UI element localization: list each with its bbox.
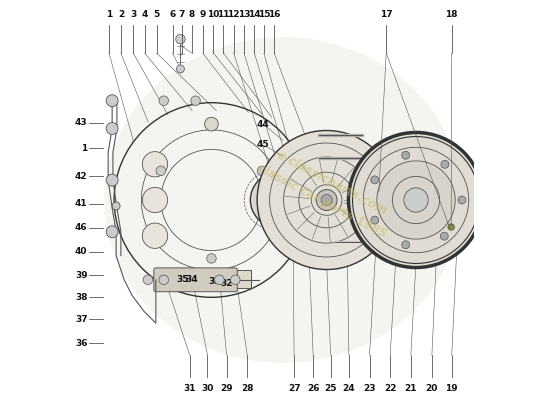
Circle shape bbox=[257, 130, 396, 270]
Circle shape bbox=[216, 275, 223, 283]
Text: 34: 34 bbox=[185, 275, 198, 284]
Text: 20: 20 bbox=[426, 384, 438, 392]
Text: 27: 27 bbox=[288, 384, 300, 392]
Text: 35: 35 bbox=[177, 275, 189, 284]
Circle shape bbox=[232, 275, 239, 283]
Text: 22: 22 bbox=[384, 384, 397, 392]
Circle shape bbox=[191, 96, 200, 106]
Circle shape bbox=[143, 275, 153, 284]
Text: 31: 31 bbox=[183, 384, 196, 392]
Text: 36: 36 bbox=[75, 338, 87, 348]
Circle shape bbox=[112, 202, 120, 210]
Text: 24: 24 bbox=[343, 384, 355, 392]
Text: 14: 14 bbox=[248, 10, 261, 19]
Text: 6: 6 bbox=[169, 10, 175, 19]
Circle shape bbox=[106, 174, 118, 186]
Circle shape bbox=[159, 96, 168, 106]
Circle shape bbox=[230, 275, 240, 284]
Text: 11: 11 bbox=[217, 10, 229, 19]
Text: 28: 28 bbox=[241, 384, 254, 392]
Text: 9: 9 bbox=[200, 10, 206, 19]
Text: 40: 40 bbox=[75, 247, 87, 256]
Text: 10: 10 bbox=[207, 10, 219, 19]
Circle shape bbox=[106, 226, 118, 238]
Text: 38: 38 bbox=[75, 293, 87, 302]
Circle shape bbox=[371, 216, 379, 224]
Text: 45: 45 bbox=[257, 140, 270, 149]
Circle shape bbox=[175, 34, 185, 44]
Text: 41: 41 bbox=[75, 200, 87, 208]
Text: 44: 44 bbox=[257, 120, 270, 129]
Circle shape bbox=[260, 182, 295, 218]
Circle shape bbox=[142, 152, 168, 177]
Text: 12: 12 bbox=[228, 10, 240, 19]
Circle shape bbox=[106, 95, 118, 107]
Circle shape bbox=[142, 223, 168, 248]
Circle shape bbox=[184, 275, 191, 283]
Text: 16: 16 bbox=[268, 10, 280, 19]
Circle shape bbox=[106, 122, 118, 134]
Text: 17: 17 bbox=[380, 10, 393, 19]
Circle shape bbox=[349, 132, 483, 268]
Circle shape bbox=[200, 275, 207, 283]
Circle shape bbox=[353, 136, 480, 264]
Bar bbox=[180, 270, 251, 288]
Text: 26: 26 bbox=[307, 384, 320, 392]
Circle shape bbox=[257, 166, 267, 176]
Text: 21: 21 bbox=[405, 384, 417, 392]
Circle shape bbox=[159, 275, 168, 284]
Circle shape bbox=[458, 196, 466, 204]
Text: 25: 25 bbox=[324, 384, 337, 392]
Text: 2: 2 bbox=[118, 10, 124, 19]
Text: 7: 7 bbox=[178, 10, 185, 19]
Text: 4: 4 bbox=[141, 10, 148, 19]
Text: 8: 8 bbox=[189, 10, 195, 19]
Text: 32: 32 bbox=[221, 279, 233, 288]
FancyBboxPatch shape bbox=[154, 268, 237, 292]
Circle shape bbox=[404, 188, 428, 212]
Circle shape bbox=[316, 190, 337, 210]
Text: 3: 3 bbox=[130, 10, 136, 19]
Text: 37: 37 bbox=[75, 315, 87, 324]
Circle shape bbox=[250, 173, 305, 227]
Text: 33: 33 bbox=[208, 277, 221, 286]
Circle shape bbox=[441, 160, 449, 168]
Text: 13: 13 bbox=[238, 10, 250, 19]
Ellipse shape bbox=[104, 37, 461, 363]
Circle shape bbox=[371, 176, 379, 184]
Text: 23: 23 bbox=[364, 384, 376, 392]
Text: 42: 42 bbox=[75, 172, 87, 181]
Text: e-classicparts.com
classic car parts 1985: e-classicparts.com classic car parts 198… bbox=[255, 143, 398, 241]
Circle shape bbox=[214, 275, 224, 284]
Text: 19: 19 bbox=[446, 384, 458, 392]
Circle shape bbox=[205, 117, 218, 131]
Text: 39: 39 bbox=[75, 271, 87, 280]
Text: 1: 1 bbox=[81, 144, 87, 153]
Circle shape bbox=[142, 187, 168, 213]
Circle shape bbox=[448, 224, 454, 230]
Circle shape bbox=[156, 166, 166, 176]
Text: 46: 46 bbox=[75, 223, 87, 232]
Circle shape bbox=[377, 161, 455, 239]
Circle shape bbox=[402, 241, 410, 249]
Circle shape bbox=[270, 192, 285, 208]
Circle shape bbox=[321, 194, 332, 206]
Text: 43: 43 bbox=[75, 118, 87, 127]
Circle shape bbox=[177, 65, 184, 73]
Circle shape bbox=[441, 232, 448, 240]
Text: 15: 15 bbox=[257, 10, 270, 19]
Text: 5: 5 bbox=[153, 10, 160, 19]
Text: 1: 1 bbox=[106, 10, 112, 19]
Circle shape bbox=[207, 254, 216, 263]
Text: 30: 30 bbox=[201, 384, 213, 392]
Text: 18: 18 bbox=[446, 10, 458, 19]
Circle shape bbox=[402, 151, 410, 159]
Text: 29: 29 bbox=[220, 384, 233, 392]
